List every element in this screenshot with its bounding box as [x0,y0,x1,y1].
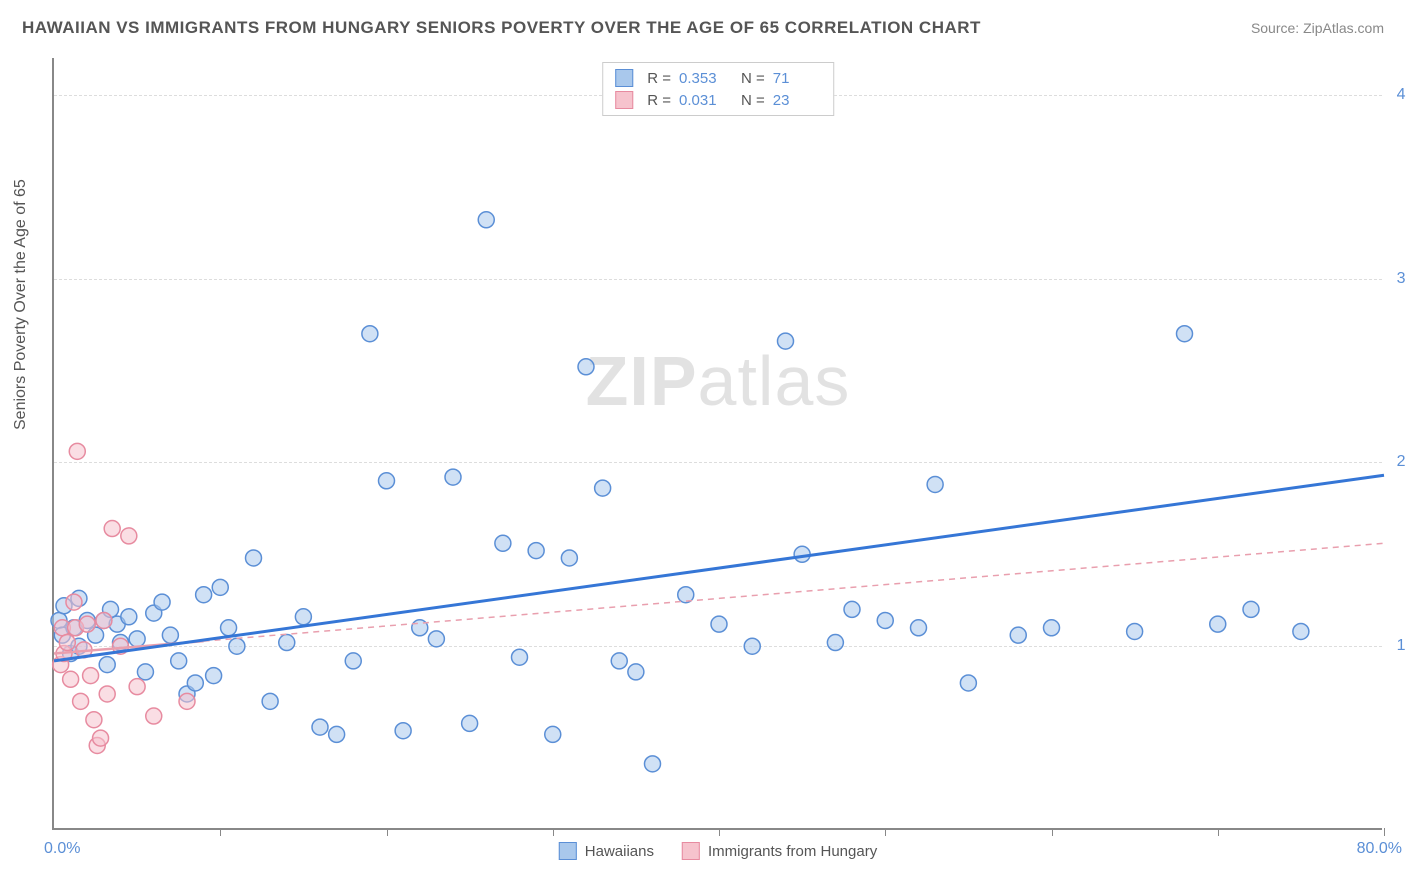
y-axis-label: Seniors Poverty Over the Age of 65 [12,179,30,430]
y-tick-label: 10.0% [1397,637,1406,655]
x-axis-min-label: 0.0% [44,840,80,858]
legend-label-2: Immigrants from Hungary [708,843,877,860]
y-tick-label: 40.0% [1397,86,1406,104]
chart-title: HAWAIIAN VS IMMIGRANTS FROM HUNGARY SENI… [22,18,981,38]
plot-area: ZIPatlas 10.0%20.0%30.0%40.0% R = 0.353 … [52,58,1382,830]
legend-swatch-1 [559,842,577,860]
legend-item-1: Hawaiians [559,842,654,860]
x-axis-max-label: 80.0% [1357,840,1402,858]
legend-item-2: Immigrants from Hungary [682,842,877,860]
y-tick-label: 20.0% [1397,453,1406,471]
y-tick-label: 30.0% [1397,270,1406,288]
legend-label-1: Hawaiians [585,843,654,860]
legend-swatch-2 [682,842,700,860]
legend: Hawaiians Immigrants from Hungary [559,842,877,860]
source-label: Source: ZipAtlas.com [1251,20,1384,36]
scatter-svg [54,58,1382,828]
